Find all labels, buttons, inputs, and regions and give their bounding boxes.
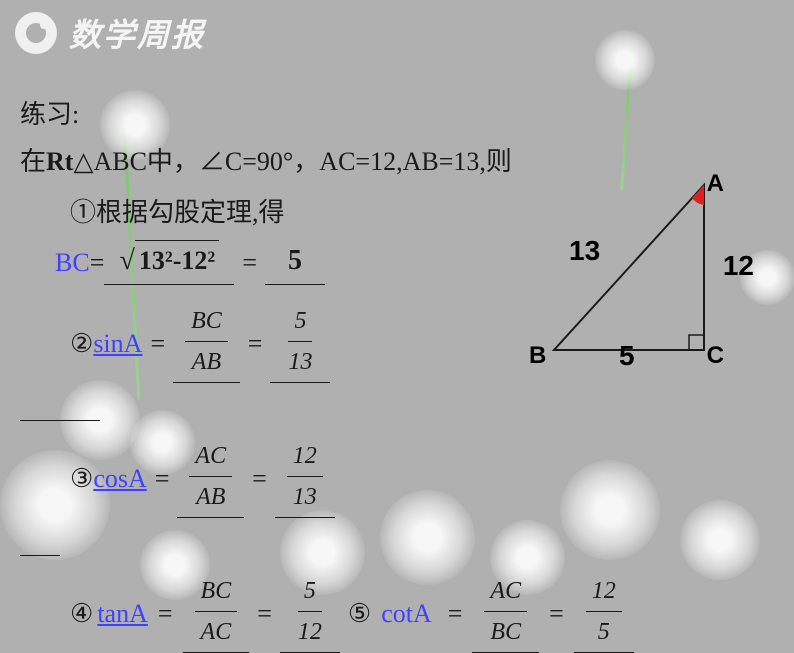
blank-line-2 — [20, 536, 60, 556]
sqrt-icon: √ — [120, 245, 135, 276]
frac-5b: 5 — [298, 573, 322, 612]
frac-12: 12 — [287, 438, 323, 477]
bc-result: 5 — [265, 240, 325, 285]
tanA-frac1: BCAC — [183, 573, 250, 653]
sinA-frac2: 513 — [270, 303, 330, 383]
tanA-label: tanA — [97, 594, 148, 633]
cosA-frac1: ACAB — [177, 438, 244, 518]
practice-label: 练习: — [20, 95, 774, 134]
frac-ab: AB — [186, 342, 227, 380]
vertex-a: A — [707, 170, 724, 198]
header: 数学周报 — [0, 0, 794, 66]
bc-label: BC — [55, 243, 90, 282]
cosA-label: cosA — [93, 459, 146, 498]
blank-line-1 — [20, 401, 100, 421]
frac-ac2: AC — [195, 612, 238, 650]
step3-num: ③ — [70, 459, 93, 498]
eq-sign-2: = — [242, 243, 257, 282]
eq: = — [252, 459, 267, 498]
vertex-c: C — [707, 342, 724, 370]
sqrt-content: 13²-12² — [135, 240, 219, 280]
cotA-frac2: 125 — [574, 573, 634, 653]
triangle-shape — [554, 185, 704, 350]
rt-label: Rt — [46, 147, 73, 176]
vertex-b: B — [529, 342, 546, 370]
triangle-diagram: A B C 13 12 5 — [524, 170, 754, 390]
step5-num: ⑤ — [348, 594, 371, 633]
side-bc-label: 5 — [619, 340, 635, 372]
eq: = — [549, 594, 564, 633]
step2-num: ② — [70, 324, 93, 363]
sqrt-blank: √13²-12² — [104, 240, 234, 285]
frac-bc3: BC — [484, 612, 527, 650]
tan-cot-row: ④ tanA = BCAC = 512 ⑤ cotA = ACBC = 125 — [70, 573, 774, 653]
frac-13b: 13 — [287, 477, 323, 515]
cotA-label: cotA — [381, 594, 432, 633]
cosA-frac2: 1213 — [275, 438, 335, 518]
frac-13: 13 — [282, 342, 318, 380]
side-ac-label: 12 — [723, 250, 754, 282]
frac-12c: 12 — [586, 573, 622, 612]
eq: = — [448, 594, 463, 633]
frac-5: 5 — [288, 303, 312, 342]
eq: = — [150, 324, 165, 363]
sinA-frac1: BCAB — [173, 303, 240, 383]
frac-ab2: AB — [190, 477, 231, 515]
sinA-label: sinA — [93, 324, 142, 363]
frac-bc: BC — [185, 303, 228, 342]
problem-text-1: 在 — [20, 147, 46, 176]
frac-ac3: AC — [484, 573, 527, 612]
problem-text-2: △ABC中，∠C=90°，AC=12,AB=13,则 — [73, 147, 511, 176]
frac-ac: AC — [189, 438, 232, 477]
frac-12b: 12 — [292, 612, 328, 650]
cosA-equation: ③ cosA = ACAB = 1213 — [70, 438, 774, 518]
cotA-frac1: ACBC — [472, 573, 539, 653]
frac-5c: 5 — [592, 612, 616, 650]
eq: = — [248, 324, 263, 363]
frac-bc2: BC — [195, 573, 238, 612]
logo-icon — [15, 12, 57, 54]
eq-sign: = — [90, 243, 105, 282]
side-ab-label: 13 — [569, 235, 600, 267]
tanA-frac2: 512 — [280, 573, 340, 653]
header-title: 数学周报 — [69, 10, 205, 56]
step4-num: ④ — [70, 594, 93, 633]
eq: = — [155, 459, 170, 498]
eq: = — [257, 594, 272, 633]
eq: = — [158, 594, 173, 633]
right-angle-marker — [689, 335, 704, 350]
